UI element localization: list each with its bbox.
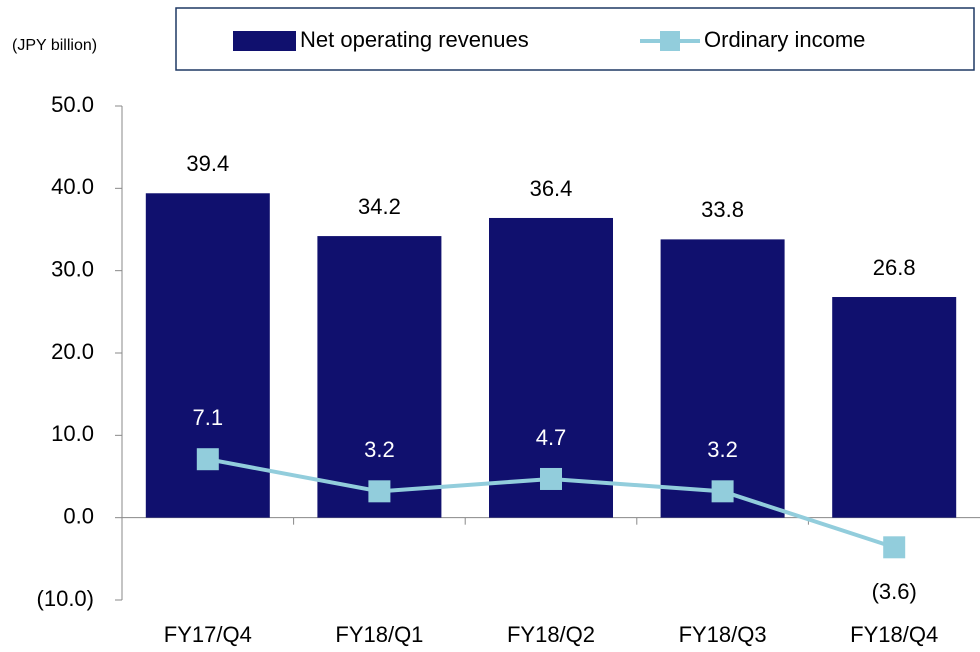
- y-tick-label: 20.0: [51, 339, 94, 364]
- line-marker: [711, 480, 734, 503]
- bar-value-label: 33.8: [701, 197, 744, 222]
- x-tick-label: FY18/Q1: [335, 622, 423, 647]
- bar-value-label: 36.4: [530, 176, 573, 201]
- legend-swatch-marker: [660, 31, 680, 51]
- bar-value-label: 34.2: [358, 194, 401, 219]
- line-marker: [883, 536, 906, 559]
- y-tick-label: 0.0: [63, 503, 94, 528]
- line-marker: [368, 480, 391, 503]
- bar: [832, 297, 957, 518]
- x-tick-label: FY18/Q2: [507, 622, 595, 647]
- line-value-label: (3.6): [872, 579, 917, 604]
- bar: [489, 217, 613, 518]
- y-tick-label: 10.0: [51, 421, 94, 446]
- x-tick-label: FY17/Q4: [164, 622, 252, 647]
- y-tick-label: 50.0: [51, 92, 94, 117]
- line-marker: [196, 448, 219, 471]
- y-tick-label: 30.0: [51, 256, 94, 281]
- bar: [660, 239, 785, 518]
- bar-value-label: 39.4: [186, 151, 229, 176]
- x-tick-label: FY18/Q4: [850, 622, 938, 647]
- y-tick-label: (10.0): [37, 586, 94, 611]
- line-value-label: 4.7: [536, 425, 567, 450]
- legend-label: Net operating revenues: [300, 27, 529, 52]
- line-value-label: 7.1: [193, 405, 224, 430]
- legend-swatch-bar: [233, 31, 296, 51]
- y-tick-label: 40.0: [51, 174, 94, 199]
- legend-box: [175, 7, 975, 71]
- legend-label: Ordinary income: [704, 27, 865, 52]
- line-marker: [540, 467, 562, 490]
- bar: [317, 236, 442, 518]
- x-tick-label: FY18/Q3: [679, 622, 767, 647]
- bar-value-label: 26.8: [873, 255, 916, 280]
- y-axis-unit: (JPY billion): [12, 37, 97, 54]
- line-value-label: 3.2: [364, 437, 395, 462]
- line-value-label: 3.2: [707, 437, 738, 462]
